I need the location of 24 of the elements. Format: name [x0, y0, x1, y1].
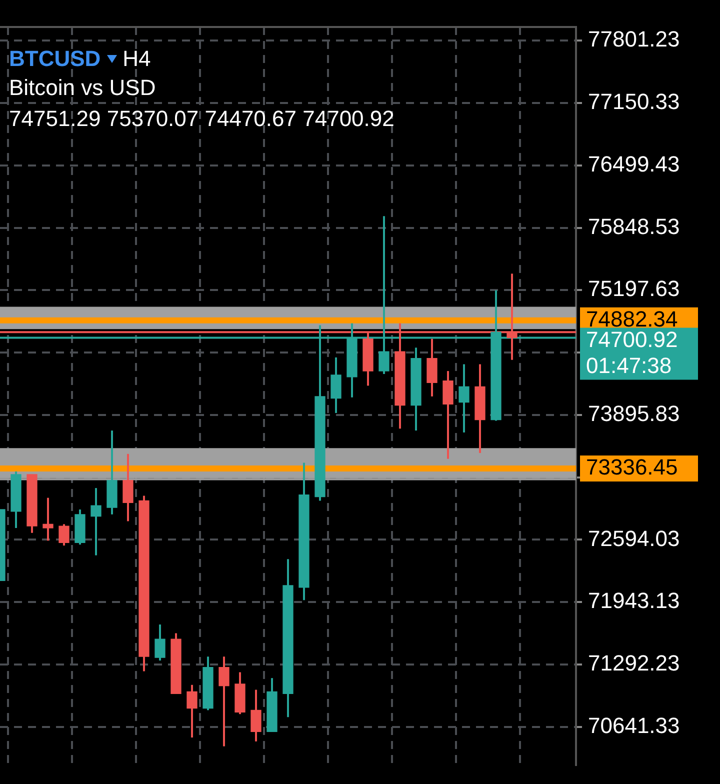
y-tick-label: 70641.33: [588, 712, 680, 738]
y-tick-label: 73895.83: [588, 401, 680, 426]
y-tick-label: 76499.43: [588, 151, 680, 176]
candlestick: [42, 496, 54, 542]
annotation: 74751.29 75370.07 74470.67 74700.92: [9, 105, 394, 133]
y-tick-label: 72594.03: [588, 526, 680, 551]
ref-line-label: 73336.45: [586, 454, 678, 480]
text: Bitcoin vs USD: [9, 74, 157, 102]
candlestick: [250, 688, 262, 742]
candlestick: [218, 656, 230, 748]
y-tick-label: 77801.23: [588, 26, 680, 52]
candlestick: [90, 487, 102, 556]
candlestick: [458, 363, 470, 434]
y-tick-label: 75848.53: [588, 214, 680, 239]
candlestick: [58, 523, 70, 547]
y-tick-label: 77150.33: [588, 89, 680, 114]
text: BTCUSD: [9, 46, 101, 71]
candlestick: [122, 452, 134, 522]
annotation: H4: [122, 46, 151, 71]
y-tick-label: 71943.13: [588, 588, 680, 614]
candlestick: [154, 624, 166, 662]
y-tick-label: 71292.23: [588, 650, 680, 676]
y-tick-label: 75197.63: [588, 276, 680, 302]
candlestick: [186, 684, 198, 738]
